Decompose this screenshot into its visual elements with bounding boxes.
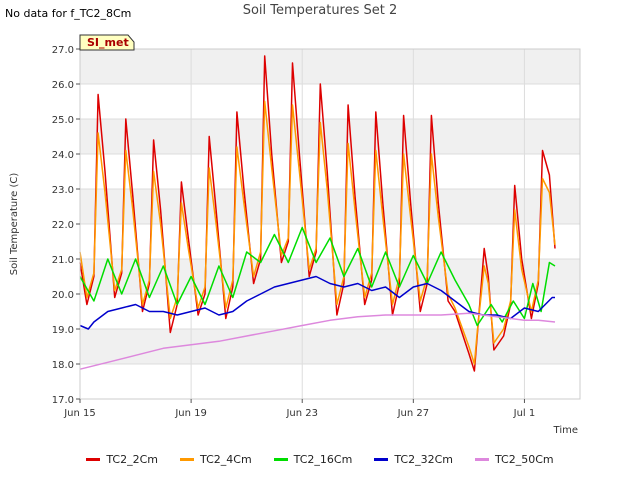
x-tick-label: Jun 23 xyxy=(285,408,318,419)
legend-item-TC2_32Cm: TC2_32Cm xyxy=(374,453,453,466)
legend-item-TC2_2Cm: TC2_2Cm xyxy=(86,453,158,466)
plot-band xyxy=(80,49,580,84)
plot-band xyxy=(80,119,580,154)
y-tick-label: 25.0 xyxy=(52,115,74,126)
site-badge-box xyxy=(79,34,135,51)
plot-band xyxy=(80,259,580,294)
series-line-TC2_4Cm xyxy=(79,100,556,365)
y-tick-label: 17.0 xyxy=(52,395,74,406)
x-tick-label: Jun 19 xyxy=(174,408,207,419)
series-line-TC2_16Cm xyxy=(79,226,556,327)
x-tick-label: Jun 27 xyxy=(397,408,430,419)
x-tick-label: Jun 15 xyxy=(63,408,96,419)
legend-swatch xyxy=(374,458,389,461)
legend-swatch xyxy=(474,458,489,461)
legend-label: TC2_32Cm xyxy=(394,453,453,466)
legend-label: TC2_16Cm xyxy=(293,453,353,466)
y-axis-label: Soil Temperature (C) xyxy=(9,173,20,276)
site-badge: SI_met xyxy=(79,34,135,51)
legend: TC2_2Cm TC2_4Cm TC2_16Cm TC2_32Cm TC2_50Cm xyxy=(0,453,640,466)
legend-item-TC2_50Cm: TC2_50Cm xyxy=(474,453,554,466)
y-tick-label: 18.0 xyxy=(52,360,74,371)
no-data-note: No data for f_TC2_8Cm xyxy=(5,7,132,20)
legend-label: TC2_4Cm xyxy=(200,453,252,466)
y-tick-label: 20.0 xyxy=(52,290,74,301)
site-badge-label: SI_met xyxy=(87,36,129,49)
legend-item-TC2_4Cm: TC2_4Cm xyxy=(180,453,252,466)
x-tick-label: Jul 1 xyxy=(513,408,536,419)
y-tick-label: 26.0 xyxy=(52,80,74,91)
chart-title: Soil Temperatures Set 2 xyxy=(242,3,398,18)
y-tick-label: 24.0 xyxy=(52,150,74,161)
x-axis-label: Time xyxy=(553,425,578,436)
y-tick-label: 21.0 xyxy=(52,255,74,266)
series-line-TC2_50Cm xyxy=(79,312,556,370)
legend-swatch xyxy=(180,458,195,461)
y-tick-label: 22.0 xyxy=(52,220,74,231)
y-tick-label: 23.0 xyxy=(52,185,74,196)
y-tick-label: 19.0 xyxy=(52,325,74,336)
axes: 17.0 18.0 19.0 20.0 21.0 22.0 23.0 24.0 25.0 26.0… xyxy=(9,45,581,436)
legend-swatch xyxy=(273,458,288,461)
y-tick-label: 27.0 xyxy=(52,45,74,56)
series-layer xyxy=(79,55,556,372)
legend-swatch xyxy=(86,458,101,461)
legend-label: TC2_2Cm xyxy=(106,453,159,466)
plot-band xyxy=(80,329,580,364)
legend-item-TC2_16Cm: TC2_16Cm xyxy=(273,453,353,466)
legend-label: TC2_50Cm xyxy=(494,453,554,466)
